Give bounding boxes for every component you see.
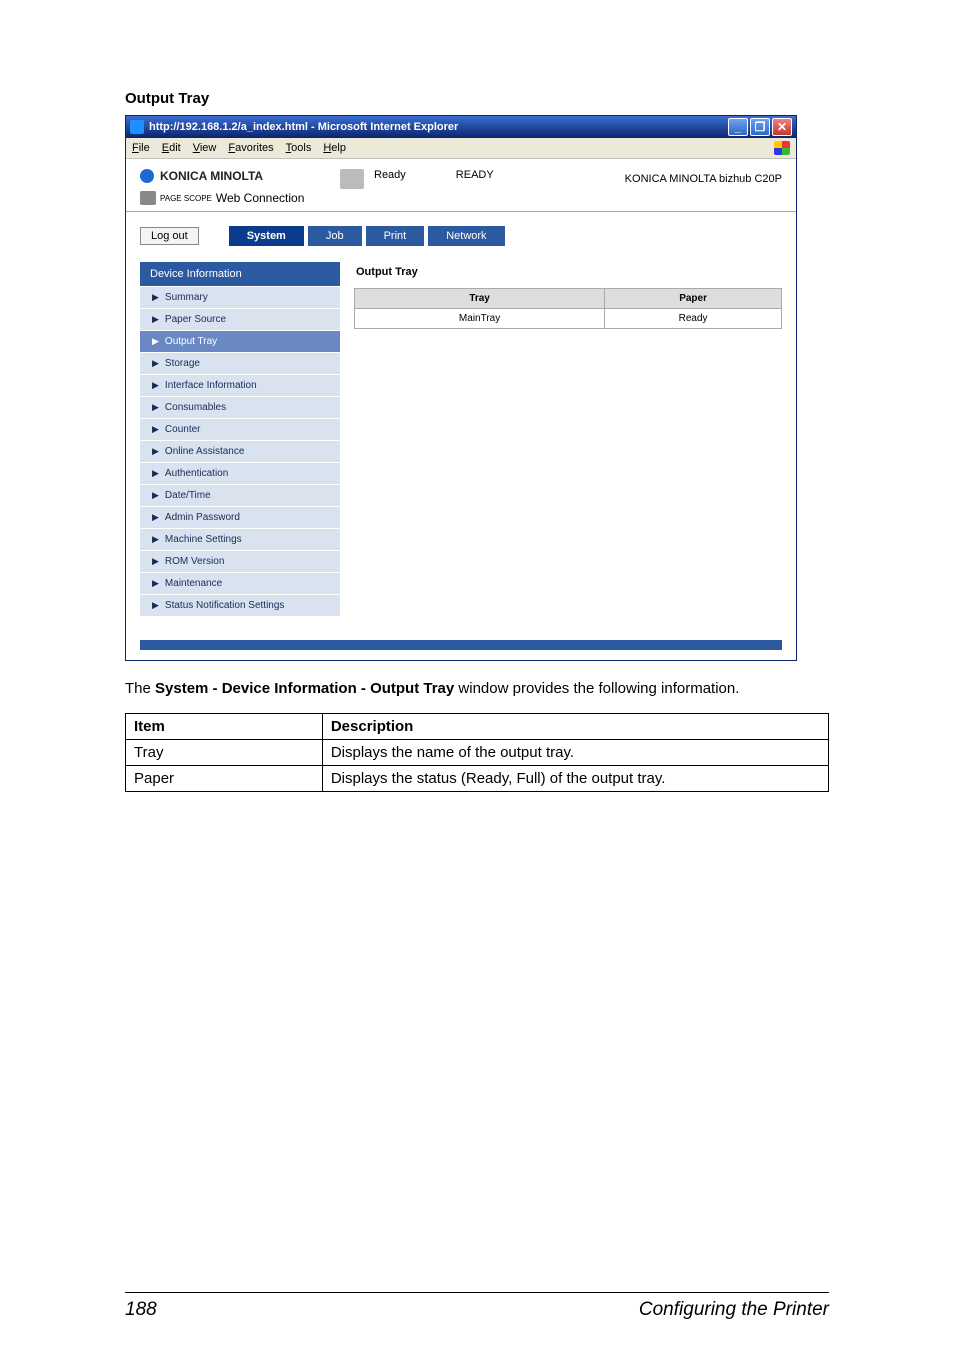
sidebar-item-storage[interactable]: ▶Storage bbox=[140, 352, 340, 374]
device-name: KONICA MINOLTA bizhub C20P bbox=[625, 169, 782, 205]
titlebar: http://192.168.1.2/a_index.html - Micros… bbox=[126, 116, 796, 138]
sidebar-item-counter[interactable]: ▶Counter bbox=[140, 418, 340, 440]
sidebar-item-machine-settings[interactable]: ▶Machine Settings bbox=[140, 528, 340, 550]
close-button[interactable]: ✕ bbox=[772, 118, 792, 136]
section-title: Output Tray bbox=[125, 90, 829, 107]
col-paper: Paper bbox=[605, 289, 782, 309]
menubar: File Edit View Favorites Tools Help bbox=[126, 138, 796, 159]
menu-view[interactable]: View bbox=[193, 142, 217, 154]
tab-job[interactable]: Job bbox=[308, 226, 362, 246]
table-row: Paper Displays the status (Ready, Full) … bbox=[126, 766, 829, 792]
output-tray-table: Tray Paper MainTray Ready bbox=[354, 288, 782, 329]
table-row: MainTray Ready bbox=[355, 309, 782, 329]
bottom-bar bbox=[140, 640, 782, 650]
browser-window: http://192.168.1.2/a_index.html - Micros… bbox=[125, 115, 797, 661]
brand-dot-icon bbox=[140, 169, 154, 183]
status-text: READY bbox=[456, 169, 494, 181]
sidebar-item-interface-info[interactable]: ▶Interface Information bbox=[140, 374, 340, 396]
info-head-description: Description bbox=[322, 714, 828, 740]
info-desc: Displays the name of the output tray. bbox=[322, 740, 828, 766]
page-footer: 188 Configuring the Printer bbox=[125, 1292, 829, 1321]
window-title: http://192.168.1.2/a_index.html - Micros… bbox=[149, 121, 458, 133]
info-item: Paper bbox=[126, 766, 323, 792]
info-head-item: Item bbox=[126, 714, 323, 740]
info-desc: Displays the status (Ready, Full) of the… bbox=[322, 766, 828, 792]
info-table: Item Description Tray Displays the name … bbox=[125, 713, 829, 792]
page-header: KONICA MINOLTA PAGE SCOPE Web Connection… bbox=[126, 159, 796, 212]
maximize-button[interactable]: ❐ bbox=[750, 118, 770, 136]
ie-icon bbox=[130, 120, 144, 134]
sidebar-header: Device Information bbox=[140, 262, 340, 286]
footer-right: Configuring the Printer bbox=[639, 1299, 829, 1321]
cell-paper: Ready bbox=[605, 309, 782, 329]
menu-tools[interactable]: Tools bbox=[286, 142, 312, 154]
tab-system[interactable]: System bbox=[229, 226, 304, 246]
tab-network[interactable]: Network bbox=[428, 226, 504, 246]
menu-edit[interactable]: Edit bbox=[162, 142, 181, 154]
status-label: Ready bbox=[374, 169, 406, 181]
sidebar-item-rom-version[interactable]: ▶ROM Version bbox=[140, 550, 340, 572]
sidebar-item-online-assistance[interactable]: ▶Online Assistance bbox=[140, 440, 340, 462]
sidebar-item-output-tray[interactable]: ▶Output Tray bbox=[140, 330, 340, 352]
subbrand-prefix: PAGE SCOPE bbox=[160, 194, 212, 203]
sidebar-item-consumables[interactable]: ▶Consumables bbox=[140, 396, 340, 418]
printer-icon bbox=[340, 169, 364, 189]
brand-name: KONICA MINOLTA bbox=[160, 169, 263, 183]
cell-tray: MainTray bbox=[355, 309, 605, 329]
info-item: Tray bbox=[126, 740, 323, 766]
sidebar-item-summary[interactable]: ▶Summary bbox=[140, 286, 340, 308]
pagescope-icon bbox=[140, 191, 156, 205]
sidebar-item-date-time[interactable]: ▶Date/Time bbox=[140, 484, 340, 506]
sidebar-item-admin-password[interactable]: ▶Admin Password bbox=[140, 506, 340, 528]
menu-file[interactable]: File bbox=[132, 142, 150, 154]
description-bold: System - Device Information - Output Tra… bbox=[155, 680, 454, 697]
sidebar: Device Information ▶Summary ▶Paper Sourc… bbox=[140, 262, 340, 616]
minimize-button[interactable]: _ bbox=[728, 118, 748, 136]
table-row: Tray Displays the name of the output tra… bbox=[126, 740, 829, 766]
sidebar-item-status-notification[interactable]: ▶Status Notification Settings bbox=[140, 594, 340, 616]
right-pane: Output Tray Tray Paper MainTray Ready bbox=[354, 262, 782, 616]
pane-title: Output Tray bbox=[354, 262, 782, 288]
subbrand: Web Connection bbox=[216, 191, 305, 205]
description-paragraph: The System - Device Information - Output… bbox=[125, 679, 829, 699]
sidebar-item-maintenance[interactable]: ▶Maintenance bbox=[140, 572, 340, 594]
sidebar-item-paper-source[interactable]: ▶Paper Source bbox=[140, 308, 340, 330]
page-number: 188 bbox=[125, 1299, 157, 1321]
menu-help[interactable]: Help bbox=[323, 142, 346, 154]
sidebar-item-authentication[interactable]: ▶Authentication bbox=[140, 462, 340, 484]
col-tray: Tray bbox=[355, 289, 605, 309]
tab-print[interactable]: Print bbox=[366, 226, 425, 246]
logout-button[interactable]: Log out bbox=[140, 227, 199, 245]
menu-favorites[interactable]: Favorites bbox=[228, 142, 273, 154]
window-buttons: _ ❐ ✕ bbox=[728, 118, 792, 136]
tabs: System Job Print Network bbox=[229, 226, 505, 246]
ie-flag-icon bbox=[774, 141, 790, 155]
